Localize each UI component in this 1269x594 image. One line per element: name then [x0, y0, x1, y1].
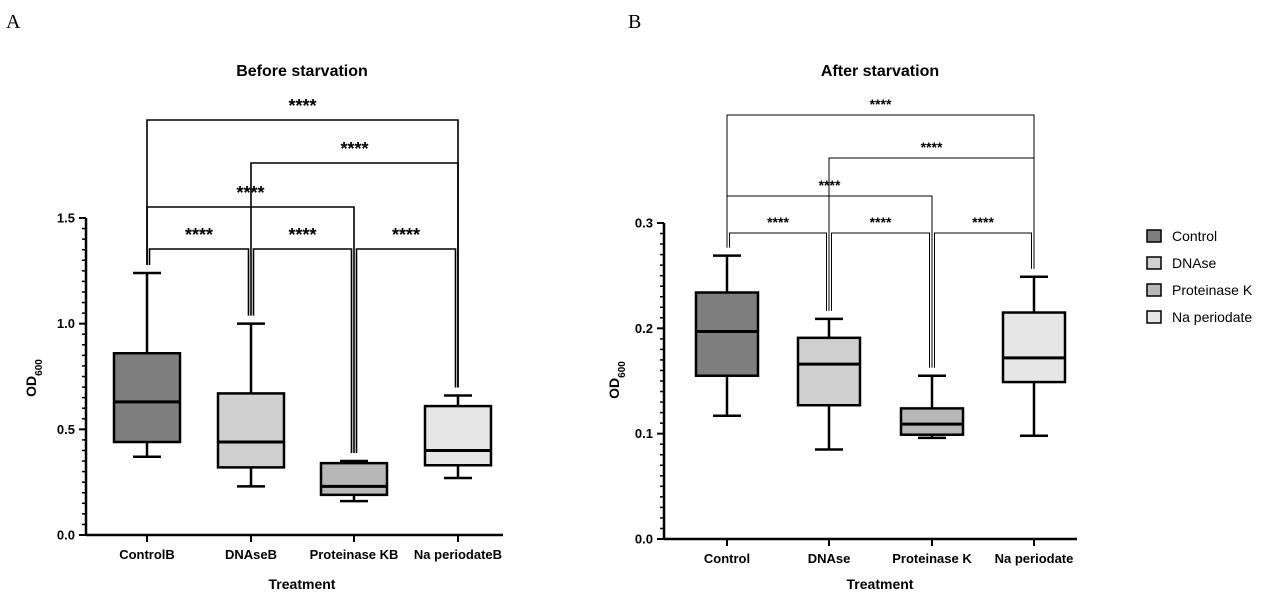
- legend-label-2: Proteinase K: [1172, 282, 1253, 298]
- legend-label-1: DNAse: [1172, 255, 1217, 271]
- panel-a-box-0: [112, 352, 182, 444]
- panel-a-significance-bracket: [146, 119, 459, 388]
- panel-b-box-0: [694, 291, 760, 377]
- panel-b-significance-bracket: [729, 232, 827, 311]
- legend: Control DNAse Proteinase K Na periodate: [1146, 228, 1253, 325]
- panel-a-significance-bracket: [252, 248, 353, 454]
- panel-b-ylabel-main: OD: [606, 378, 622, 399]
- panel-a-category-label: ControlB: [119, 547, 175, 562]
- panel-b-box-2: [899, 407, 965, 436]
- panel-b-y-tick-label: 0.0: [635, 532, 653, 547]
- panel-a-box-2: [319, 461, 389, 497]
- panel-a-xlabel: Treatment: [269, 576, 336, 592]
- panel-a-y-tick-label: 0.5: [57, 422, 75, 437]
- panel-b-significance-label: ****: [972, 214, 994, 230]
- panel-a-category-label: Proteinase KB: [310, 547, 399, 562]
- panel-a-significance-label: ****: [340, 139, 368, 159]
- panel-a-ylabel-main: OD: [23, 376, 39, 397]
- panel-a-significance-label: ****: [392, 225, 420, 245]
- panel-b-significance-bracket: [831, 232, 930, 368]
- panel-b-category-label: Proteinase K: [892, 551, 972, 566]
- panel-a-ylabel: OD600: [23, 359, 45, 397]
- legend-swatch-2: [1146, 283, 1162, 297]
- panel-b-plot: 0.0 0.1 0.2 0.3 Control DNAse Proteinase K Na p…: [635, 96, 1077, 566]
- panel-a-letter: A: [6, 11, 21, 33]
- panel-a-title: Before starvation: [236, 63, 368, 80]
- panel-b-y-tick-label: 0.3: [635, 216, 653, 231]
- panel-b-category-label: Control: [704, 551, 750, 566]
- legend-swatch-0: [1146, 229, 1162, 243]
- panel-a-box-1: [216, 392, 286, 469]
- panel-a-significance-bracket: [148, 248, 250, 316]
- legend-swatch-1: [1146, 256, 1162, 270]
- panel-b-significance-bracket: [726, 114, 1035, 269]
- panel-b-significance-bracket: [934, 232, 1032, 368]
- panel-b-y-tick-label: 0.2: [635, 321, 653, 336]
- panel-a-plot: 0.0 0.5 1.0 1.5 ControlB DNAseB Proteinase KB N…: [57, 96, 503, 562]
- panel-b-category-label: DNAse: [808, 551, 851, 566]
- panel-a-category-label: DNAseB: [225, 547, 277, 562]
- panel-a-box-3: [423, 404, 493, 467]
- panel-b-y-tick-label: 0.1: [635, 426, 653, 441]
- panel-b-significance-label: ****: [870, 96, 892, 112]
- svg-text:OD600: OD600: [606, 361, 628, 399]
- panel-a-significance-label: ****: [288, 96, 316, 116]
- panel-b-ylabel: OD600: [606, 361, 628, 399]
- panel-a-significance-bracket: [355, 248, 457, 454]
- panel-b-box-3: [1001, 311, 1067, 384]
- panel-a-y-tick-label: 1.0: [57, 316, 75, 331]
- panel-b-category-label: Na periodate: [995, 551, 1074, 566]
- panel-a-category-label: Na periodateB: [414, 547, 502, 562]
- panel-b-letter: B: [628, 11, 641, 33]
- panel-a-significance-label: ****: [288, 225, 316, 245]
- legend-label-3: Na periodate: [1172, 309, 1252, 325]
- legend-swatch-3: [1146, 310, 1162, 324]
- legend-label-0: Control: [1172, 228, 1217, 244]
- svg-text:OD600: OD600: [23, 359, 45, 397]
- panel-b-xlabel: Treatment: [847, 576, 914, 592]
- panel-a-significance-label: ****: [185, 225, 213, 245]
- panel-b-significance-label: ****: [870, 214, 892, 230]
- panel-a-y-tick-label: 0.0: [57, 528, 75, 543]
- panel-b-significance-label: ****: [921, 139, 943, 155]
- panel-b-significance-label: ****: [819, 177, 841, 193]
- panel-b-title: After starvation: [821, 63, 939, 80]
- panel-b-box-1: [796, 336, 862, 407]
- panel-b-significance-label: ****: [767, 214, 789, 230]
- panel-a-ylabel-sub: 600: [34, 359, 45, 376]
- panel-a-y-tick-label: 1.5: [57, 211, 75, 226]
- panel-b-ylabel-sub: 600: [617, 361, 628, 378]
